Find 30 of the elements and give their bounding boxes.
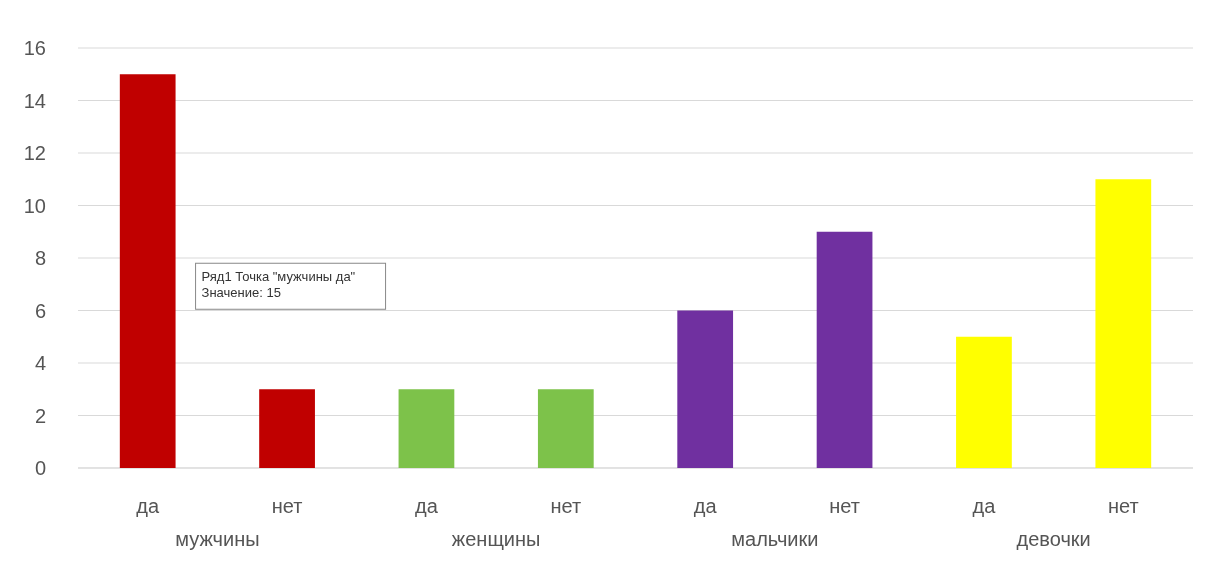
y-tick-label: 12 [23,142,46,164]
bar [259,389,315,468]
bar [119,74,176,468]
x-tick-label: да [972,495,997,517]
y-tick-label: 14 [23,89,46,112]
y-tick-label: 16 [23,37,46,59]
x-tick-label: да [136,495,160,517]
x-tick-label: нет [829,495,860,517]
y-tick-label: 0 [34,457,46,479]
y-tick-label: 4 [34,352,46,374]
y-tick-label: 6 [34,299,46,322]
y-tick-label: 2 [34,404,46,427]
x-tick-label: да [693,495,718,517]
y-tick-label: 8 [34,247,46,269]
text: мальчики [731,528,819,550]
bar [956,336,1012,468]
x-tick-label: нет [550,495,582,517]
text: женщины [451,528,541,550]
bar [1095,179,1152,468]
x-tick-label: нет [1107,495,1139,517]
bar [677,310,734,468]
x-tick-label: нет [271,495,303,517]
annotation: Ряд1 Точка "мужчины да" Значение: 15 [201,269,356,301]
x-tick-label: да [415,495,439,517]
text: девочки [1016,528,1091,550]
text: мужчины [175,528,260,550]
bar [398,389,455,468]
bar [816,231,873,468]
y-tick-label: 10 [23,194,46,217]
bar [537,389,594,468]
